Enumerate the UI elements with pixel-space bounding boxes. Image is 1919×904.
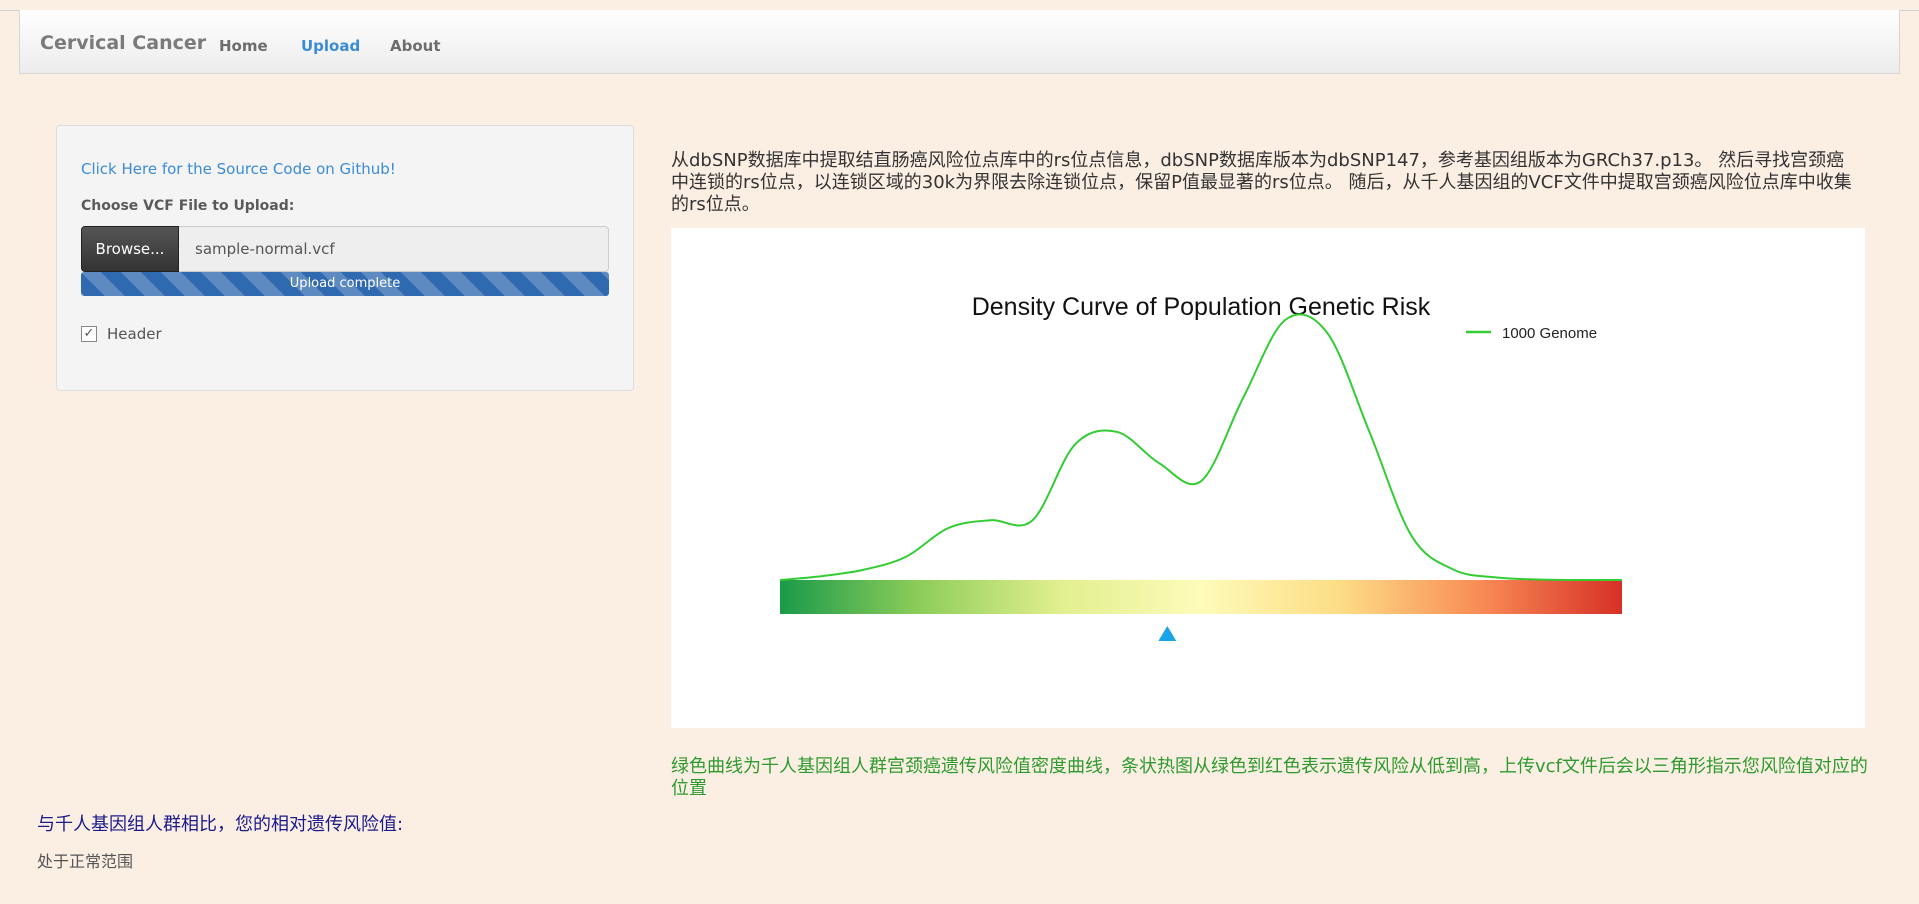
- github-link[interactable]: Click Here for the Source Code on Github…: [81, 160, 396, 178]
- file-input-group: Browse... sample-normal.vcf: [81, 226, 609, 272]
- legend-label-1000-genome: 1000 Genome: [1502, 325, 1597, 342]
- nav-upload[interactable]: Upload: [301, 37, 361, 55]
- header-checkbox-label: Header: [107, 325, 162, 343]
- chart-note: 绿色曲线为千人基因组人群宫颈癌遗传风险值密度曲线，条状热图从绿色到红色表示遗传风…: [671, 756, 1868, 799]
- chart-title: Density Curve of Population Genetic Risk: [972, 293, 1431, 321]
- risk-marker-triangle: [1158, 626, 1177, 641]
- nav-about[interactable]: About: [390, 37, 441, 55]
- browse-button[interactable]: Browse...: [81, 226, 179, 272]
- navbar-brand[interactable]: Cervical Cancer: [40, 32, 207, 54]
- upload-progress-bar: Upload complete: [81, 272, 609, 296]
- density-chart: Density Curve of Population Genetic Risk…: [779, 293, 1623, 641]
- density-chart-container: Density Curve of Population Genetic Risk…: [671, 228, 1865, 728]
- description-text: 从dbSNP数据库中提取结直肠癌风险位点库中的rs位点信息，dbSNP数据库版本…: [671, 150, 1852, 215]
- file-name-field[interactable]: sample-normal.vcf: [179, 226, 609, 272]
- upload-panel: Click Here for the Source Code on Github…: [56, 125, 634, 391]
- header-checkbox[interactable]: ✓: [81, 326, 97, 342]
- density-curve-1000-genome: [779, 313, 1623, 582]
- nav-home[interactable]: Home: [219, 37, 268, 55]
- navbar: Cervical Cancer Home Upload About: [19, 10, 1900, 74]
- upload-progress-text: Upload complete: [289, 276, 401, 291]
- risk-result-text: 处于正常范围: [37, 852, 134, 871]
- file-upload-label: Choose VCF File to Upload:: [81, 198, 295, 214]
- comparison-label: 与千人基因组人群相比，您的相对遗传风险值:: [37, 814, 404, 835]
- risk-heatbar: [780, 580, 1622, 614]
